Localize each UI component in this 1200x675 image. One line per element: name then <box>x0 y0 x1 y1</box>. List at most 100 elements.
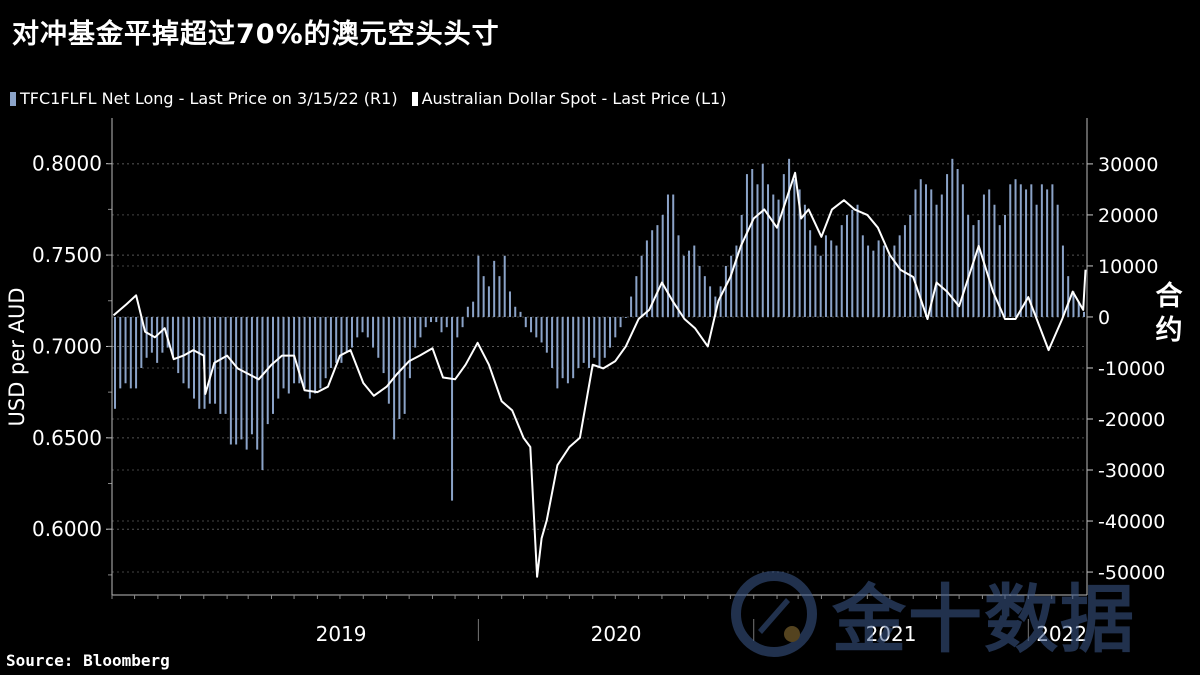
right-tick-label: -30000 <box>1098 460 1165 482</box>
net-long-bar <box>408 316 411 379</box>
legend-item-net-long: TFC1FLFL Net Long - Last Price on 3/15/2… <box>10 89 398 108</box>
left-tick-label: 0.7500 <box>32 243 102 267</box>
net-long-bar <box>577 316 580 368</box>
net-long-bar <box>967 214 970 317</box>
right-axis-title-char: 约 <box>1156 315 1183 346</box>
net-long-bar <box>809 230 812 317</box>
net-long-bar <box>988 189 991 317</box>
net-long-bar <box>535 316 538 338</box>
net-long-bar <box>435 316 438 323</box>
net-long-bar <box>329 316 332 368</box>
net-long-bar <box>898 235 901 317</box>
net-long-bar <box>445 316 448 328</box>
net-long-bar <box>609 316 612 348</box>
net-long-bar <box>730 255 733 317</box>
net-long-bar <box>271 316 274 414</box>
net-long-bar <box>914 189 917 317</box>
net-long-bar <box>451 316 454 501</box>
net-long-bar <box>756 184 759 317</box>
net-long-bar <box>266 316 269 425</box>
net-long-bar <box>751 169 754 317</box>
net-long-bar <box>714 296 717 317</box>
net-long-bar <box>140 316 143 368</box>
net-long-bar <box>651 230 654 317</box>
net-long-bar <box>745 174 748 317</box>
net-long-bar <box>114 316 117 409</box>
net-long-bar <box>366 316 369 338</box>
net-long-bar <box>245 316 248 450</box>
net-long-bar <box>630 296 633 317</box>
net-long-bar <box>177 316 180 374</box>
net-long-bar <box>540 316 543 343</box>
net-long-bar <box>1040 184 1043 317</box>
net-long-bar <box>1025 189 1028 317</box>
net-long-bar <box>482 276 485 317</box>
net-long-bar <box>856 204 859 317</box>
watermark: 金十数据 <box>728 560 1136 667</box>
net-long-bar <box>788 158 791 317</box>
net-long-bar <box>493 260 496 317</box>
net-long-bar <box>235 316 238 445</box>
net-long-bar <box>693 245 696 317</box>
axes: 0.8000 0.7500 0.7000 0.6500 0.6000 30000 20000… <box>5 118 1183 646</box>
net-long-bar <box>214 316 217 404</box>
net-long-bar <box>261 316 264 471</box>
net-long-bar <box>993 204 996 317</box>
net-long-bar <box>893 245 896 317</box>
net-long-bar <box>208 316 211 404</box>
net-long-bar <box>940 194 943 317</box>
net-long-bar <box>761 163 764 317</box>
year-label: 2022 <box>1036 622 1087 646</box>
net-long-bar <box>819 255 822 317</box>
net-long-bar <box>545 316 548 353</box>
net-long-bar <box>719 286 722 317</box>
net-long-bar <box>782 174 785 317</box>
net-long-bar <box>414 316 417 348</box>
net-long-bar <box>519 311 522 317</box>
net-long-bar <box>672 194 675 317</box>
net-long-bar <box>350 316 353 348</box>
net-long-bar <box>1035 204 1038 317</box>
net-long-bar <box>135 316 138 389</box>
net-long-bar <box>835 245 838 317</box>
net-long-bar <box>256 316 259 450</box>
net-long-bar <box>582 316 585 363</box>
net-long-bar <box>1056 204 1059 317</box>
net-long-bar <box>356 316 359 338</box>
net-long-bar <box>824 235 827 317</box>
right-tick-label: 10000 <box>1098 256 1158 278</box>
left-tick-label: 0.6500 <box>32 426 102 450</box>
net-long-bar <box>514 306 517 317</box>
net-long-bar <box>593 316 596 358</box>
net-long-bar <box>182 316 185 384</box>
right-tick-label: 20000 <box>1098 205 1158 227</box>
net-long-bar <box>703 276 706 317</box>
net-long-bar <box>472 301 475 317</box>
net-long-bar <box>340 316 343 363</box>
net-long-bar <box>677 235 680 317</box>
net-long-bar <box>477 255 480 317</box>
net-long-bar <box>1014 179 1017 317</box>
net-long-bar <box>998 225 1001 317</box>
net-long-bar <box>461 316 464 328</box>
net-long-bar <box>909 214 912 317</box>
net-long-bar <box>361 316 364 333</box>
net-long-bar <box>740 214 743 317</box>
net-long-bar <box>198 316 201 409</box>
net-long-bar <box>867 245 870 317</box>
net-long-bar <box>156 316 159 363</box>
net-long-bar <box>882 245 885 317</box>
net-long-bar <box>124 316 127 384</box>
net-long-bar <box>1046 189 1049 317</box>
line-series <box>112 171 1087 578</box>
source-note: Source: Bloomberg <box>6 651 170 670</box>
net-long-bar <box>240 316 243 440</box>
net-long-bar <box>930 189 933 317</box>
net-long-bar <box>903 225 906 317</box>
net-long-bar <box>530 316 533 333</box>
net-long-bar <box>377 316 380 358</box>
net-long-bar <box>888 255 891 317</box>
net-long-bar <box>877 240 880 317</box>
net-long-bar <box>229 316 232 445</box>
